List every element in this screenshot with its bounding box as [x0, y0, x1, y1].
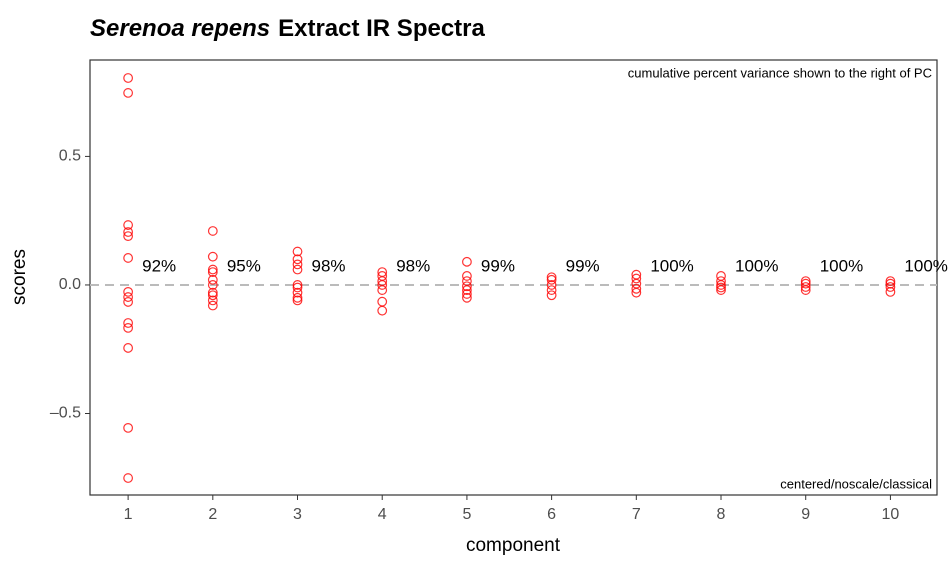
x-tick-label: 3	[293, 506, 302, 523]
point	[462, 281, 472, 292]
point	[207, 267, 218, 278]
x-tick-label: 9	[801, 506, 810, 523]
point	[462, 285, 472, 295]
point	[123, 73, 134, 83]
point	[292, 282, 303, 293]
variance-label: 100%	[650, 256, 693, 275]
point	[377, 305, 388, 316]
variance-label: 95%	[227, 256, 261, 275]
variance-label: 100%	[735, 256, 778, 275]
point	[123, 88, 134, 98]
point	[377, 296, 388, 307]
point	[207, 290, 218, 301]
variance-label: 100%	[820, 256, 863, 275]
point	[716, 282, 726, 293]
variance-label: 92%	[142, 256, 176, 275]
point	[631, 278, 642, 289]
point	[207, 295, 218, 306]
plot-frame	[89, 59, 938, 496]
x-tick-label: 2	[208, 506, 217, 523]
point	[546, 285, 557, 295]
point	[462, 271, 472, 281]
point	[716, 280, 726, 290]
x-tick-label: 7	[632, 506, 641, 523]
point	[292, 295, 303, 306]
point	[885, 282, 896, 292]
point	[546, 280, 557, 290]
point	[462, 256, 472, 267]
point	[207, 280, 218, 290]
y-axis-title: scores	[9, 249, 30, 305]
x-tick-label: 10	[882, 506, 900, 523]
point	[377, 285, 388, 295]
y-tick-label: –0.5	[50, 405, 81, 422]
point	[207, 300, 218, 311]
point	[885, 286, 896, 297]
point	[123, 422, 134, 433]
point	[207, 264, 218, 275]
x-tick-label: 4	[378, 506, 387, 523]
point	[800, 278, 811, 289]
point	[631, 287, 642, 298]
point	[123, 322, 134, 333]
x-tick-label: 5	[462, 506, 471, 523]
y-tick-label: 0.0	[59, 276, 81, 293]
point	[292, 254, 303, 265]
point	[123, 473, 134, 483]
point	[292, 259, 303, 270]
point	[546, 274, 557, 285]
point	[207, 251, 218, 262]
title-plain: Extract IR Spectra	[278, 15, 485, 42]
point	[800, 282, 811, 292]
point	[631, 273, 642, 284]
point	[292, 246, 303, 257]
point	[716, 285, 726, 295]
point	[716, 271, 726, 281]
point	[123, 318, 134, 328]
point	[123, 253, 134, 263]
point	[377, 280, 388, 290]
point	[546, 290, 557, 301]
annotation: centered/noscale/classical	[780, 476, 932, 491]
x-tick-label: 1	[124, 506, 133, 523]
point	[292, 292, 303, 303]
x-tick-label: 8	[717, 506, 726, 523]
point	[207, 274, 218, 285]
variance-label: 98%	[396, 256, 430, 275]
y-tick-label: 0.5	[59, 148, 81, 165]
x-tick-label: 6	[547, 506, 556, 523]
point	[292, 264, 303, 275]
chart-title: Serenoa repens Extract IR Spectra	[90, 15, 486, 42]
point	[207, 287, 218, 298]
point	[885, 276, 896, 286]
point	[123, 231, 134, 242]
point	[546, 272, 557, 283]
point	[123, 286, 134, 297]
variance-label: 98%	[312, 256, 346, 275]
variance-label: 100%	[904, 256, 947, 275]
point	[631, 283, 642, 294]
point	[462, 289, 472, 299]
point	[123, 227, 134, 237]
x-axis-title: component	[466, 535, 561, 556]
point	[292, 280, 303, 290]
point	[123, 297, 134, 307]
annotation: cumulative percent variance shown to the…	[628, 65, 932, 80]
title-italic: Serenoa repens	[90, 15, 270, 42]
point	[123, 292, 134, 302]
point	[462, 292, 472, 303]
point	[800, 285, 811, 295]
point	[123, 220, 134, 230]
variance-label: 99%	[481, 256, 515, 275]
variance-label: 99%	[566, 256, 600, 275]
point	[123, 343, 134, 353]
point	[207, 226, 218, 236]
point	[292, 287, 303, 298]
